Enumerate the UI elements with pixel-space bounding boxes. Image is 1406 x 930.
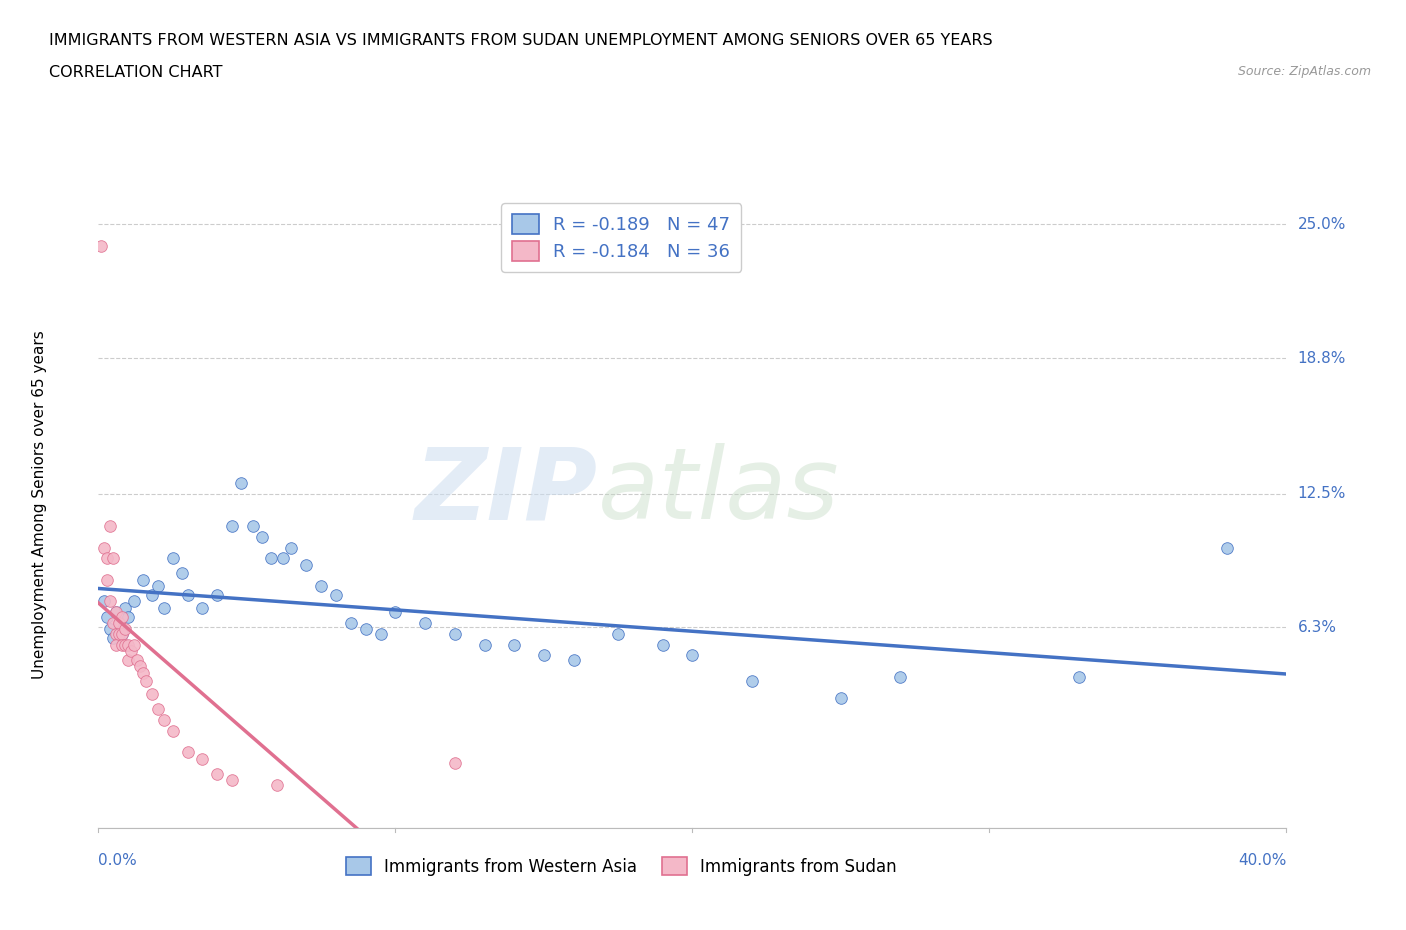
Point [229, 475, 252, 490]
Point [443, 627, 465, 642]
Point [191, 601, 214, 616]
Point [98, 594, 121, 609]
Point [114, 622, 136, 637]
Point [132, 573, 155, 588]
Point [1067, 670, 1090, 684]
Point [443, 755, 465, 770]
Point [503, 637, 526, 652]
Point [114, 601, 136, 616]
Point [830, 691, 852, 706]
Text: 18.8%: 18.8% [1298, 351, 1346, 365]
Point [132, 665, 155, 680]
Text: atlas: atlas [598, 443, 839, 540]
Point [250, 529, 273, 544]
Point [96, 551, 118, 565]
Point [152, 712, 174, 727]
Point [129, 658, 152, 673]
Point [111, 627, 134, 642]
Point [96, 573, 118, 588]
Point [170, 566, 193, 581]
Point [295, 557, 318, 572]
Point [98, 519, 121, 534]
Text: 25.0%: 25.0% [1298, 217, 1346, 232]
Point [741, 673, 763, 688]
Point [93, 594, 115, 609]
Point [96, 609, 118, 624]
Point [221, 773, 243, 788]
Text: 12.5%: 12.5% [1298, 486, 1346, 501]
Point [325, 588, 347, 603]
Point [103, 551, 125, 565]
Point [562, 652, 585, 667]
Point [108, 616, 131, 631]
Point [205, 766, 228, 781]
Point [98, 622, 121, 637]
Point [340, 616, 363, 631]
Point [141, 588, 163, 603]
Point [105, 604, 128, 619]
Point [681, 648, 703, 663]
Point [533, 648, 555, 663]
Point [114, 637, 136, 652]
Point [103, 616, 125, 631]
Point [111, 609, 134, 624]
Point [117, 652, 139, 667]
Point [103, 631, 125, 645]
Point [122, 637, 145, 652]
Point [176, 588, 198, 603]
Text: CORRELATION CHART: CORRELATION CHART [49, 65, 222, 80]
Point [221, 519, 243, 534]
Text: Source: ZipAtlas.com: Source: ZipAtlas.com [1237, 65, 1371, 78]
Point [266, 777, 288, 792]
Point [651, 637, 673, 652]
Point [1216, 540, 1239, 555]
Point [271, 551, 294, 565]
Point [135, 673, 157, 688]
Point [354, 622, 377, 637]
Text: Unemployment Among Seniors over 65 years: Unemployment Among Seniors over 65 years [31, 330, 46, 679]
Text: ZIP: ZIP [415, 443, 598, 540]
Point [889, 670, 911, 684]
Point [370, 627, 392, 642]
Point [176, 745, 198, 760]
Point [146, 579, 169, 594]
Text: 6.3%: 6.3% [1298, 619, 1337, 635]
Point [111, 627, 134, 642]
Point [260, 551, 283, 565]
Point [474, 637, 496, 652]
Text: 40.0%: 40.0% [1239, 853, 1286, 868]
Point [105, 627, 128, 642]
Point [205, 588, 228, 603]
Point [191, 751, 214, 766]
Point [280, 540, 302, 555]
Point [607, 627, 630, 642]
Point [108, 616, 131, 631]
Text: 0.0%: 0.0% [98, 853, 138, 868]
Point [384, 604, 406, 619]
Point [162, 724, 184, 738]
Point [108, 627, 131, 642]
Point [146, 702, 169, 717]
Point [141, 686, 163, 701]
Point [125, 652, 148, 667]
Point [162, 551, 184, 565]
Point [309, 579, 332, 594]
Point [152, 601, 174, 616]
Point [117, 637, 139, 652]
Text: IMMIGRANTS FROM WESTERN ASIA VS IMMIGRANTS FROM SUDAN UNEMPLOYMENT AMONG SENIORS: IMMIGRANTS FROM WESTERN ASIA VS IMMIGRAN… [49, 33, 993, 47]
Point [90, 239, 112, 254]
Point [120, 644, 142, 658]
Point [105, 604, 128, 619]
Point [93, 540, 115, 555]
Point [111, 637, 134, 652]
Legend: Immigrants from Western Asia, Immigrants from Sudan: Immigrants from Western Asia, Immigrants… [337, 849, 905, 884]
Point [413, 616, 436, 631]
Point [242, 519, 264, 534]
Point [105, 637, 128, 652]
Point [122, 594, 145, 609]
Point [117, 609, 139, 624]
